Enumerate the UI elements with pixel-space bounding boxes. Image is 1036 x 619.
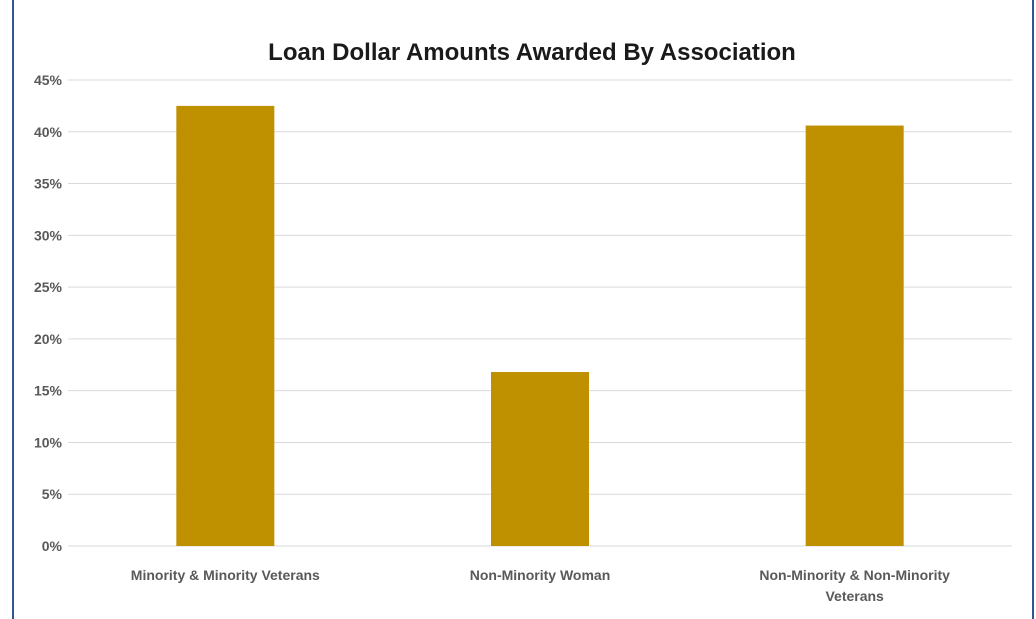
y-tick-label: 30%: [34, 227, 63, 243]
chart-title: Loan Dollar Amounts Awarded By Associati…: [268, 39, 796, 66]
y-tick-label: 35%: [34, 176, 63, 192]
y-tick-label: 0%: [42, 538, 63, 554]
y-tick-label: 25%: [34, 279, 63, 295]
chart-frame: Loan Dollar Amounts Awarded By Associati…: [12, 0, 1034, 619]
y-tick-label: 5%: [42, 486, 63, 502]
bars: [176, 105, 904, 546]
x-category-label: Veterans: [825, 588, 884, 604]
bar-chart: Loan Dollar Amounts Awarded By Associati…: [34, 39, 1012, 604]
y-axis-ticks: 0% 5% 10% 15% 20% 25% 30% 35% 40% 45%: [34, 72, 63, 554]
y-tick-label: 15%: [34, 383, 63, 399]
x-category-label: Non-Minority Woman: [470, 567, 611, 583]
y-tick-label: 10%: [34, 434, 63, 450]
bar: [805, 125, 904, 546]
y-tick-label: 20%: [34, 331, 63, 347]
y-tick-label: 45%: [34, 72, 63, 88]
bar: [176, 105, 275, 546]
x-category-label: Non-Minority & Non-Minority: [759, 567, 950, 583]
y-tick-label: 40%: [34, 124, 63, 140]
bar: [491, 372, 589, 546]
x-category-label: Minority & Minority Veterans: [131, 567, 320, 583]
x-axis-categories: Minority & Minority Veterans Non-Minority…: [131, 567, 950, 604]
